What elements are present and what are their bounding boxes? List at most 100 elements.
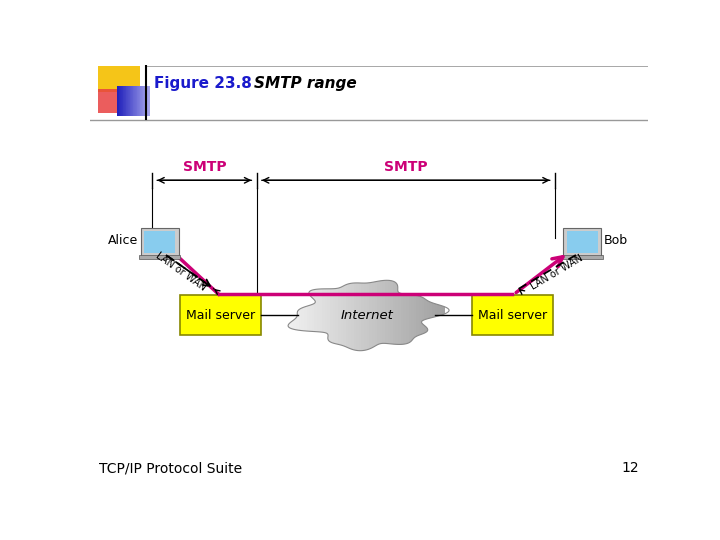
Bar <box>377 276 379 354</box>
Bar <box>382 276 385 354</box>
FancyBboxPatch shape <box>472 295 553 335</box>
Bar <box>424 276 427 354</box>
Bar <box>372 276 374 354</box>
Bar <box>124 86 125 116</box>
Text: TCP/IP Protocol Suite: TCP/IP Protocol Suite <box>99 461 243 475</box>
Bar <box>435 276 437 354</box>
Text: Figure 23.8: Figure 23.8 <box>153 76 251 91</box>
Bar <box>144 86 145 116</box>
Bar <box>325 276 328 354</box>
Bar <box>369 276 372 354</box>
Bar <box>145 86 147 116</box>
Bar <box>147 86 148 116</box>
Bar <box>419 276 422 354</box>
Bar <box>354 276 356 354</box>
Bar <box>338 276 341 354</box>
Bar <box>142 86 143 116</box>
Bar <box>296 276 299 354</box>
Bar <box>291 276 294 354</box>
Bar <box>130 86 131 116</box>
Bar <box>119 86 120 116</box>
Bar <box>294 276 296 354</box>
Bar <box>117 86 118 116</box>
Text: SMTP range: SMTP range <box>233 76 357 91</box>
Bar <box>343 276 346 354</box>
Bar <box>437 276 440 354</box>
Bar <box>348 276 351 354</box>
Bar <box>390 276 393 354</box>
Bar <box>126 86 127 116</box>
Bar <box>385 276 387 354</box>
FancyBboxPatch shape <box>139 255 180 259</box>
Bar <box>427 276 429 354</box>
Text: Internet: Internet <box>341 308 393 321</box>
Text: Mail server: Mail server <box>478 308 547 321</box>
Bar <box>429 276 432 354</box>
Bar <box>148 86 149 116</box>
Bar <box>366 276 369 354</box>
Bar <box>414 276 416 354</box>
Bar <box>341 276 343 354</box>
Bar <box>411 276 414 354</box>
Bar <box>139 86 140 116</box>
Bar <box>400 276 403 354</box>
Bar <box>129 86 130 116</box>
Bar <box>432 276 435 354</box>
Bar <box>118 86 119 116</box>
Bar <box>304 276 307 354</box>
Text: LAN or WAN: LAN or WAN <box>528 253 585 291</box>
Bar <box>374 276 377 354</box>
Bar <box>120 86 121 116</box>
Bar <box>122 86 123 116</box>
Bar <box>131 86 132 116</box>
Bar <box>121 86 122 116</box>
Bar <box>364 276 366 354</box>
Text: LAN or WAN: LAN or WAN <box>154 251 207 293</box>
Bar <box>403 276 406 354</box>
Bar <box>323 276 325 354</box>
Bar <box>359 276 361 354</box>
Bar <box>440 276 443 354</box>
Text: Mail server: Mail server <box>186 308 255 321</box>
Bar <box>301 276 304 354</box>
Text: Bob: Bob <box>604 234 628 247</box>
Bar <box>406 276 408 354</box>
Bar <box>307 276 309 354</box>
Bar <box>143 86 144 116</box>
FancyBboxPatch shape <box>562 255 603 259</box>
Bar <box>328 276 330 354</box>
Bar <box>125 86 126 116</box>
Bar <box>333 276 336 354</box>
Bar <box>299 276 301 354</box>
Bar <box>443 276 445 354</box>
Bar <box>128 86 129 116</box>
Text: SMTP: SMTP <box>182 160 226 174</box>
FancyBboxPatch shape <box>567 231 598 253</box>
Bar <box>133 86 134 116</box>
Bar <box>422 276 424 354</box>
Bar <box>127 86 128 116</box>
Bar <box>288 276 291 354</box>
Text: Alice: Alice <box>108 234 138 247</box>
Bar <box>387 276 390 354</box>
Bar <box>309 276 312 354</box>
FancyBboxPatch shape <box>141 228 179 256</box>
Bar <box>320 276 323 354</box>
Bar <box>135 86 136 116</box>
Bar <box>136 86 137 116</box>
Bar <box>351 276 354 354</box>
FancyBboxPatch shape <box>179 295 261 335</box>
Bar <box>315 276 317 354</box>
Bar <box>416 276 419 354</box>
Bar <box>336 276 338 354</box>
Bar <box>312 276 315 354</box>
Bar <box>123 86 124 116</box>
Bar <box>98 90 127 112</box>
Bar <box>356 276 359 354</box>
Bar <box>395 276 398 354</box>
Bar <box>393 276 395 354</box>
Bar <box>134 86 135 116</box>
Bar <box>140 86 141 116</box>
Bar <box>98 66 140 92</box>
Bar <box>408 276 411 354</box>
